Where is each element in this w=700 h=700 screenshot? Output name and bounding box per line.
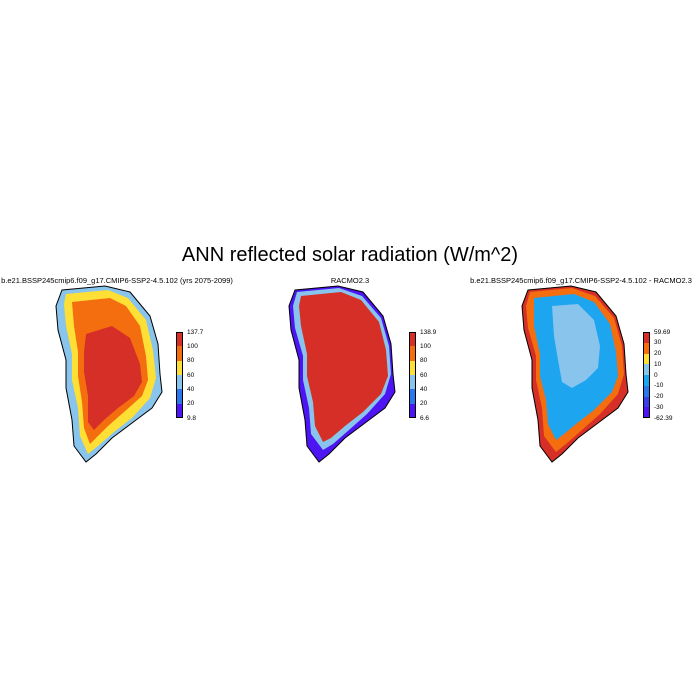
ice-sheet-red: [299, 292, 388, 442]
colorbar-segment: [409, 375, 416, 390]
colorbar-tick-label: 40: [420, 385, 428, 393]
diff-lightblue: [552, 304, 600, 388]
colorbar-tick-label: 60: [187, 371, 195, 379]
colorbar-tick-label: 20: [654, 350, 662, 357]
colorbar-tick-label: 20: [420, 400, 428, 408]
colorbar-segment: [643, 342, 650, 354]
colorbar-segment: [409, 332, 416, 347]
colorbar-segment: [176, 346, 183, 361]
colorbar-tick-label: -30: [654, 403, 664, 411]
panel-racmo: RACMO2.3 138.9 100 80 60 40 20 6.6: [233, 276, 466, 476]
colorbar-min-label: 9.8: [187, 414, 197, 422]
colorbar-segment: [643, 375, 650, 386]
colorbar-frame: [643, 332, 650, 418]
figure-title: ANN reflected solar radiation (W/m^2): [181, 244, 519, 266]
colorbar-segment: [409, 346, 416, 361]
colorbar-segment: [643, 396, 650, 408]
panel-difference: b.e21.BSSP245cmip6.f09_g17.CMIP6-SSP2-4.…: [466, 276, 700, 476]
coastline: [288, 285, 396, 463]
colorbar: 137.7 100 80 60 40 20 9.8: [176, 328, 236, 422]
colorbar-segment: [176, 360, 183, 375]
colorbar-min-label: 6.6: [420, 414, 430, 422]
greenland-map: [521, 285, 629, 463]
colorbar-tick-label: 80: [420, 357, 428, 365]
colorbar-segment: [643, 364, 650, 375]
colorbar-segment: [176, 403, 183, 418]
colorbar-tick-label: 100: [420, 342, 431, 350]
colorbar-tick-label: 40: [187, 385, 195, 393]
colorbar-tick-label: 80: [187, 357, 195, 365]
colorbar-segment: [643, 385, 650, 397]
colorbar-max-label: 137.7: [187, 328, 204, 336]
coastline: [521, 285, 629, 463]
colorbar-max-label: 59.69: [654, 328, 671, 336]
colorbar-tick-label: -10: [654, 382, 664, 390]
colorbar-segment: [643, 353, 650, 365]
colorbar-tick-label: 10: [654, 360, 662, 368]
panel-title: b.e21.BSSP245cmip6.f09_g17.CMIP6-SSP2-4.…: [470, 276, 692, 285]
colorbar-segment: [409, 389, 416, 404]
colorbar-frame: [409, 332, 416, 418]
colorbar-frame: [176, 332, 183, 418]
panel-model: b.e21.BSSP245cmip6.f09_g17.CMIP6-SSP2-4.…: [0, 276, 233, 476]
colorbar: 59.69 30 20 10 0 -10 -20 -30 -62.39: [643, 328, 700, 422]
ice-sheet-red: [84, 326, 142, 430]
panel-title: RACMO2.3: [330, 276, 370, 285]
colorbar-tick-label: 20: [187, 400, 195, 408]
colorbar-segment: [643, 407, 650, 418]
colorbar: 138.9 100 80 60 40 20 6.6: [409, 328, 469, 422]
colorbar-segment: [176, 332, 183, 347]
colorbar-segment: [176, 375, 183, 390]
colorbar-max-label: 138.9: [420, 328, 437, 336]
colorbar-tick-label: 0: [654, 371, 658, 379]
colorbar-tick-label: -20: [654, 393, 664, 400]
colorbar-tick-label: 30: [654, 339, 662, 347]
colorbar-min-label: -62.39: [654, 414, 673, 422]
colorbar-tick-label: 60: [420, 371, 428, 379]
colorbar-segment: [409, 403, 416, 418]
panel-title: b.e21.BSSP245cmip6.f09_g17.CMIP6-SSP2-4.…: [1, 276, 233, 285]
colorbar-segment: [176, 389, 183, 404]
colorbar-tick-label: 100: [187, 342, 198, 350]
greenland-map: [288, 285, 396, 463]
coastline: [55, 285, 163, 463]
colorbar-segment: [409, 360, 416, 375]
greenland-map: [55, 285, 163, 463]
colorbar-segment: [643, 332, 650, 343]
